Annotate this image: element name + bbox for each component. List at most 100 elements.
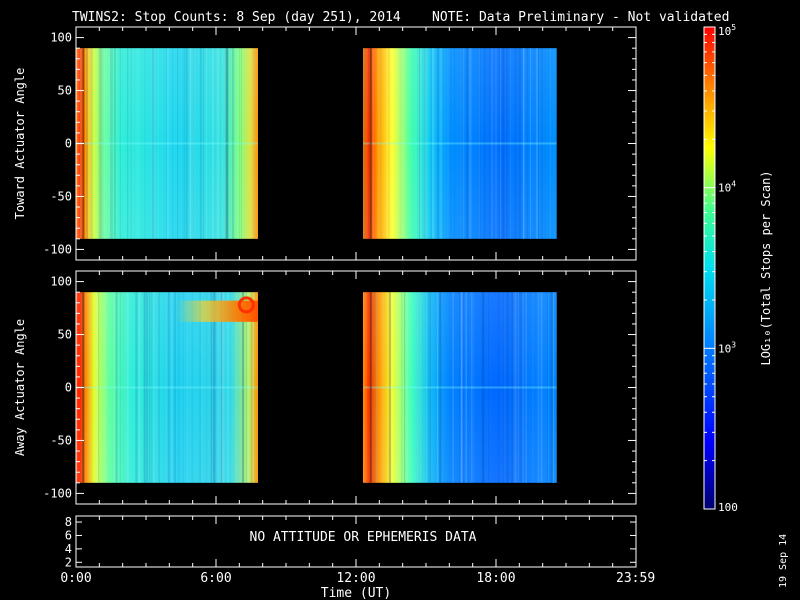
streak xyxy=(110,48,112,239)
streak xyxy=(189,292,191,483)
streak xyxy=(399,48,401,239)
streak xyxy=(389,292,391,483)
streak xyxy=(436,48,439,239)
zero-angle-line xyxy=(76,386,258,389)
streak xyxy=(537,292,539,483)
streak xyxy=(440,48,442,239)
streak xyxy=(226,48,228,239)
streak xyxy=(111,48,113,239)
streak xyxy=(556,292,558,483)
streak xyxy=(227,292,229,483)
x-tick-label: 0:00 xyxy=(60,571,91,586)
x-axis-label: Time (UT) xyxy=(321,586,391,600)
streak xyxy=(246,292,249,483)
streak xyxy=(202,48,204,239)
streak xyxy=(222,48,223,239)
y-tick-label: -100 xyxy=(43,242,72,256)
streak xyxy=(432,48,434,239)
streak xyxy=(396,292,398,483)
streak xyxy=(511,292,513,483)
no-data-message: NO ATTITUDE OR EPHEMERIS DATA xyxy=(250,530,477,545)
attitude-x-ticks xyxy=(75,516,637,567)
streak xyxy=(103,292,106,483)
streak xyxy=(502,48,504,239)
streak xyxy=(232,48,233,239)
streak xyxy=(182,48,184,239)
toward-panel: 100 50 0 -50 -100 Toward Actuator Angle xyxy=(13,26,637,261)
zero-angle-line xyxy=(363,142,557,145)
streak xyxy=(523,48,525,239)
streak xyxy=(151,48,154,239)
streak xyxy=(213,292,215,483)
away-x-ticks xyxy=(75,271,637,504)
streak xyxy=(536,48,539,239)
streak xyxy=(417,292,419,483)
streak xyxy=(171,292,173,483)
streak xyxy=(252,48,255,239)
streak xyxy=(98,48,100,239)
streak xyxy=(213,292,216,483)
streak xyxy=(488,292,489,483)
streak xyxy=(189,48,192,239)
streak xyxy=(514,48,517,239)
streak xyxy=(518,48,521,239)
streak xyxy=(400,48,401,239)
streak xyxy=(390,292,392,483)
streak xyxy=(365,292,367,483)
streak xyxy=(135,48,138,239)
colorbar: 105 104 103 100 LOG₁₀(Total Stops per Scan) xyxy=(703,23,773,514)
streak xyxy=(217,48,220,239)
streak xyxy=(519,48,521,239)
streak xyxy=(114,292,116,483)
streak xyxy=(192,48,194,239)
streak xyxy=(193,48,195,239)
streak xyxy=(148,292,151,483)
streak xyxy=(506,292,507,483)
data-segment-shade xyxy=(363,292,557,483)
streak xyxy=(507,292,509,483)
streak xyxy=(242,292,244,483)
y-tick-label: 8 xyxy=(65,515,72,529)
streak xyxy=(102,48,103,239)
streak xyxy=(437,292,438,483)
streak xyxy=(546,292,549,483)
streak xyxy=(495,48,497,239)
streak xyxy=(500,48,502,239)
y-tick-label: 0 xyxy=(65,137,72,151)
streak xyxy=(185,48,187,239)
streak xyxy=(165,48,166,239)
colorbar-ticks: 105 104 103 100 xyxy=(704,23,738,514)
colorbar-title: LOG₁₀(Total Stops per Scan) xyxy=(759,170,773,365)
streak xyxy=(549,292,552,483)
streak xyxy=(470,292,473,483)
streak xyxy=(226,48,228,239)
streak xyxy=(242,292,244,483)
streak xyxy=(532,292,534,483)
streak xyxy=(215,292,217,483)
y-tick-label: 6 xyxy=(65,528,72,542)
streak xyxy=(183,48,185,239)
streak xyxy=(227,292,229,483)
streak xyxy=(500,48,502,239)
streak xyxy=(404,292,406,483)
y-tick-label: 2 xyxy=(65,555,72,569)
streak xyxy=(425,48,427,239)
streak xyxy=(372,292,374,483)
streak xyxy=(500,48,501,239)
streak xyxy=(126,292,129,483)
streak xyxy=(391,292,393,483)
streak xyxy=(372,48,374,239)
streak xyxy=(246,292,247,483)
y-tick-label: 50 xyxy=(58,328,72,342)
streak xyxy=(459,292,461,483)
streak xyxy=(174,292,176,483)
colorbar-tick-label: 103 xyxy=(718,340,736,355)
streak xyxy=(430,48,432,239)
streak xyxy=(398,48,400,239)
streak xyxy=(503,48,505,239)
y-tick-label: -100 xyxy=(43,486,72,500)
streak xyxy=(426,292,427,483)
